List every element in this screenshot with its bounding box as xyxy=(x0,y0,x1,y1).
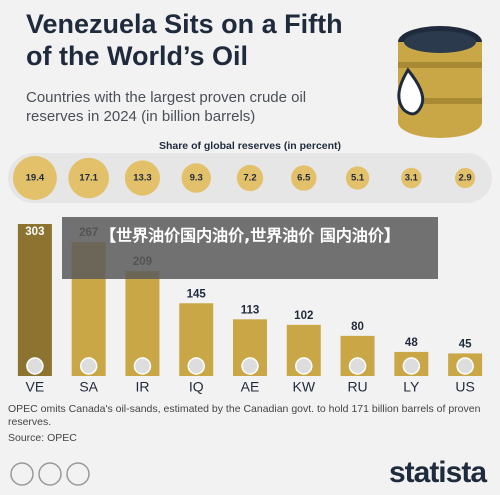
title: Venezuela Sits on a Fifth of the World’s… xyxy=(26,9,343,71)
share-circle xyxy=(345,166,370,190)
share-label: 2.9 xyxy=(459,173,472,184)
source: Source: OPEC xyxy=(8,432,77,444)
share-title: Share of global reserves (in percent) xyxy=(159,140,341,152)
share-circle xyxy=(181,163,211,193)
flag-icon xyxy=(187,357,205,375)
value-label: 48 xyxy=(405,337,418,349)
overlay-banner: 【世界油价国内油价,世界油价 国内油价】 xyxy=(62,217,438,279)
flag-icon xyxy=(241,357,259,375)
share-circle xyxy=(401,167,422,189)
flag-icon xyxy=(348,357,367,375)
barrel-icon xyxy=(397,26,482,138)
share-label: 19.4 xyxy=(26,173,45,184)
share-circle xyxy=(124,160,161,196)
share-circle xyxy=(68,157,109,199)
share-label: 9.3 xyxy=(190,173,203,184)
value-label: 102 xyxy=(294,310,313,322)
x-tick-label: AE xyxy=(241,379,260,395)
x-tick-label: IR xyxy=(135,379,149,395)
value-label: 45 xyxy=(459,338,472,350)
x-tick-label: VE xyxy=(26,379,45,395)
note: OPEC omits Canada's oil-sands, estimated… xyxy=(8,403,481,428)
x-tick-label: SA xyxy=(79,379,98,395)
share-label: 17.1 xyxy=(79,173,98,184)
x-tick-label: KW xyxy=(292,379,315,395)
share-circle xyxy=(12,156,57,200)
value-label: 145 xyxy=(187,288,207,300)
x-tick-label: LY xyxy=(403,379,420,395)
share-circle xyxy=(291,165,317,191)
flag-icon xyxy=(133,357,152,375)
flag-icon xyxy=(79,357,98,375)
share-label: 6.5 xyxy=(297,173,311,184)
value-label: 113 xyxy=(241,304,260,316)
bar xyxy=(17,224,52,376)
share-circle xyxy=(455,167,476,189)
x-tick-label: US xyxy=(455,379,474,395)
share-label: 7.2 xyxy=(243,173,256,184)
flag-icon xyxy=(295,357,313,375)
share-circle xyxy=(236,164,264,192)
share-label: 13.3 xyxy=(133,173,152,184)
flag-icon xyxy=(402,357,421,375)
subtitle: Countries with the largest proven crude … xyxy=(26,89,307,125)
flag-icon xyxy=(456,357,474,375)
share-label: 5.1 xyxy=(351,173,365,184)
flag-icon xyxy=(26,357,44,375)
logo: statista xyxy=(388,456,487,489)
footer-icons xyxy=(10,462,90,486)
value-label: 303 xyxy=(25,226,44,238)
x-tick-label: IQ xyxy=(189,379,204,395)
value-label: 80 xyxy=(351,321,364,333)
share-label: 3.1 xyxy=(405,173,419,184)
x-tick-label: RU xyxy=(347,379,367,395)
